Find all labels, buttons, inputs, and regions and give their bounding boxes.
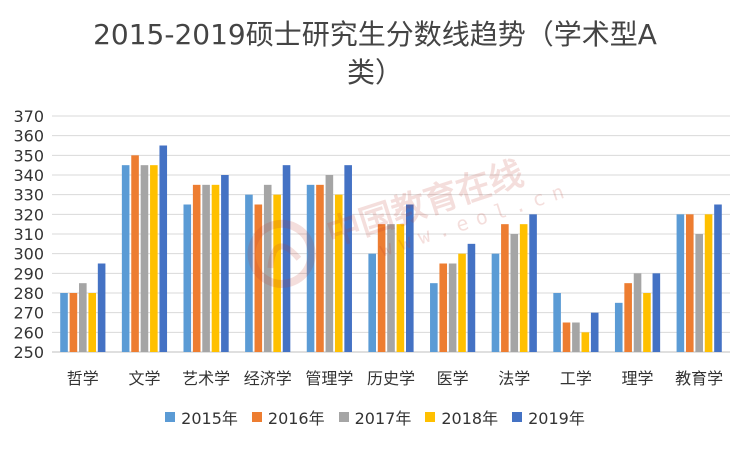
legend-label: 2018年	[441, 409, 499, 428]
bar-2015年-经济学	[245, 194, 253, 352]
bar-2019年-文学	[159, 145, 168, 352]
bar-2018年-文学	[150, 165, 158, 352]
y-tick-label: 330	[13, 186, 44, 205]
y-tick-label: 360	[13, 127, 44, 146]
bar-2017年-管理学	[325, 175, 334, 352]
x-tick-label: 医学	[437, 369, 469, 388]
y-tick-label: 260	[13, 323, 44, 342]
bar-2018年-管理学	[334, 194, 343, 352]
bar-2019年-法学	[529, 214, 537, 352]
bar-2019年-教育学	[714, 204, 722, 352]
bar-2018年-经济学	[273, 194, 281, 352]
bar-2016年-医学	[439, 263, 448, 352]
x-tick-label: 法学	[498, 369, 530, 388]
bar-2016年-文学	[131, 155, 139, 352]
bar-2016年-管理学	[316, 184, 324, 352]
bar-2015年-法学	[491, 253, 500, 352]
legend-swatch	[425, 412, 436, 422]
x-tick-label: 管理学	[305, 369, 353, 388]
legend-swatch	[251, 412, 262, 422]
y-tick-label: 270	[13, 304, 44, 323]
y-tick-label: 340	[13, 166, 44, 185]
y-tick-label: 290	[13, 264, 44, 283]
bar-2019年-艺术学	[221, 175, 229, 352]
legend-item: 2018年	[425, 405, 498, 429]
bar-2016年-艺术学	[192, 184, 201, 352]
bar-2019年-工学	[590, 312, 599, 352]
bar-2019年-理学	[652, 273, 661, 352]
bar-2017年-历史学	[387, 224, 395, 352]
legend-item: 2015年	[165, 405, 238, 429]
chart-title-line-1: 2015-2019硕士研究生分数线趋势（学术型A	[93, 18, 657, 51]
x-tick-label: 工学	[560, 369, 592, 388]
bar-2018年-医学	[458, 253, 466, 352]
bar-2018年-艺术学	[211, 184, 220, 352]
legend-label: 2019年	[528, 409, 585, 428]
bar-2017年-哲学	[79, 283, 87, 352]
bar-2018年-法学	[519, 224, 528, 352]
bar-2015年-哲学	[60, 293, 68, 352]
bar-2015年-历史学	[368, 253, 376, 352]
bar-2017年-教育学	[695, 234, 703, 352]
bar-2017年-医学	[448, 263, 457, 352]
legend-swatch	[338, 412, 349, 422]
x-tick-label: 理学	[622, 369, 654, 388]
bar-2018年-哲学	[88, 293, 97, 352]
bar-2015年-教育学	[676, 214, 685, 352]
legend-item: 2017年	[338, 405, 412, 429]
bar-2017年-经济学	[263, 184, 272, 352]
bar-2019年-管理学	[344, 165, 352, 352]
bar-2015年-管理学	[306, 184, 315, 352]
x-tick-label: 历史学	[367, 369, 415, 388]
legend-label: 2016年	[267, 409, 325, 428]
x-tick-label: 教育学	[675, 369, 723, 388]
chart-title-line-2: 类）	[346, 56, 403, 89]
legend-label: 2017年	[354, 409, 412, 428]
bar-2018年-历史学	[396, 224, 405, 352]
x-tick-label: 哲学	[67, 369, 99, 388]
bar-2019年-医学	[467, 243, 476, 352]
bar-2015年-工学	[553, 293, 561, 352]
legend-item: 2019年	[512, 405, 585, 429]
bar-2016年-哲学	[69, 293, 78, 352]
legend-swatch	[512, 412, 523, 422]
bar-2019年-哲学	[97, 263, 106, 352]
legend-swatch	[165, 412, 176, 422]
bar-2017年-理学	[633, 273, 642, 352]
bar-2017年-工学	[572, 322, 580, 352]
bar-2015年-理学	[614, 302, 623, 352]
y-tick-label: 370	[13, 107, 44, 126]
bar-2017年-艺术学	[202, 184, 210, 352]
bar-2018年-工学	[581, 332, 590, 352]
bar-2016年-法学	[501, 224, 509, 352]
legend-item: 2016年	[251, 405, 325, 429]
bar-2016年-工学	[562, 322, 571, 352]
bar-2018年-教育学	[704, 214, 713, 352]
legend-label: 2015年	[181, 409, 238, 428]
bar-2017年-文学	[140, 165, 149, 352]
bar-2016年-经济学	[254, 204, 263, 352]
chart-legend: 2015年 2016年 2017年 2018年 2019年	[0, 405, 750, 429]
y-tick-label: 310	[13, 225, 44, 244]
y-tick-label: 280	[13, 284, 44, 303]
x-tick-label: 经济学	[244, 369, 292, 388]
y-tick-label: 320	[13, 205, 44, 224]
bar-2015年-文学	[121, 165, 130, 352]
chart-title: 2015-2019硕士研究生分数线趋势（学术型A 类）	[60, 16, 690, 92]
y-tick-label: 350	[13, 146, 44, 165]
bar-2015年-医学	[430, 283, 438, 352]
y-tick-label: 250	[13, 343, 44, 362]
bar-2019年-经济学	[282, 165, 291, 352]
bar-2017年-法学	[510, 234, 519, 352]
bar-2016年-历史学	[377, 224, 386, 352]
bar-2019年-历史学	[406, 204, 414, 352]
bar-2015年-艺术学	[183, 204, 192, 352]
x-tick-label: 艺术学	[182, 369, 230, 388]
bar-2018年-理学	[643, 293, 651, 352]
bar-2016年-理学	[624, 283, 632, 352]
y-tick-label: 300	[13, 245, 44, 264]
x-tick-label: 文学	[128, 369, 160, 388]
bar-2016年-教育学	[685, 214, 694, 352]
